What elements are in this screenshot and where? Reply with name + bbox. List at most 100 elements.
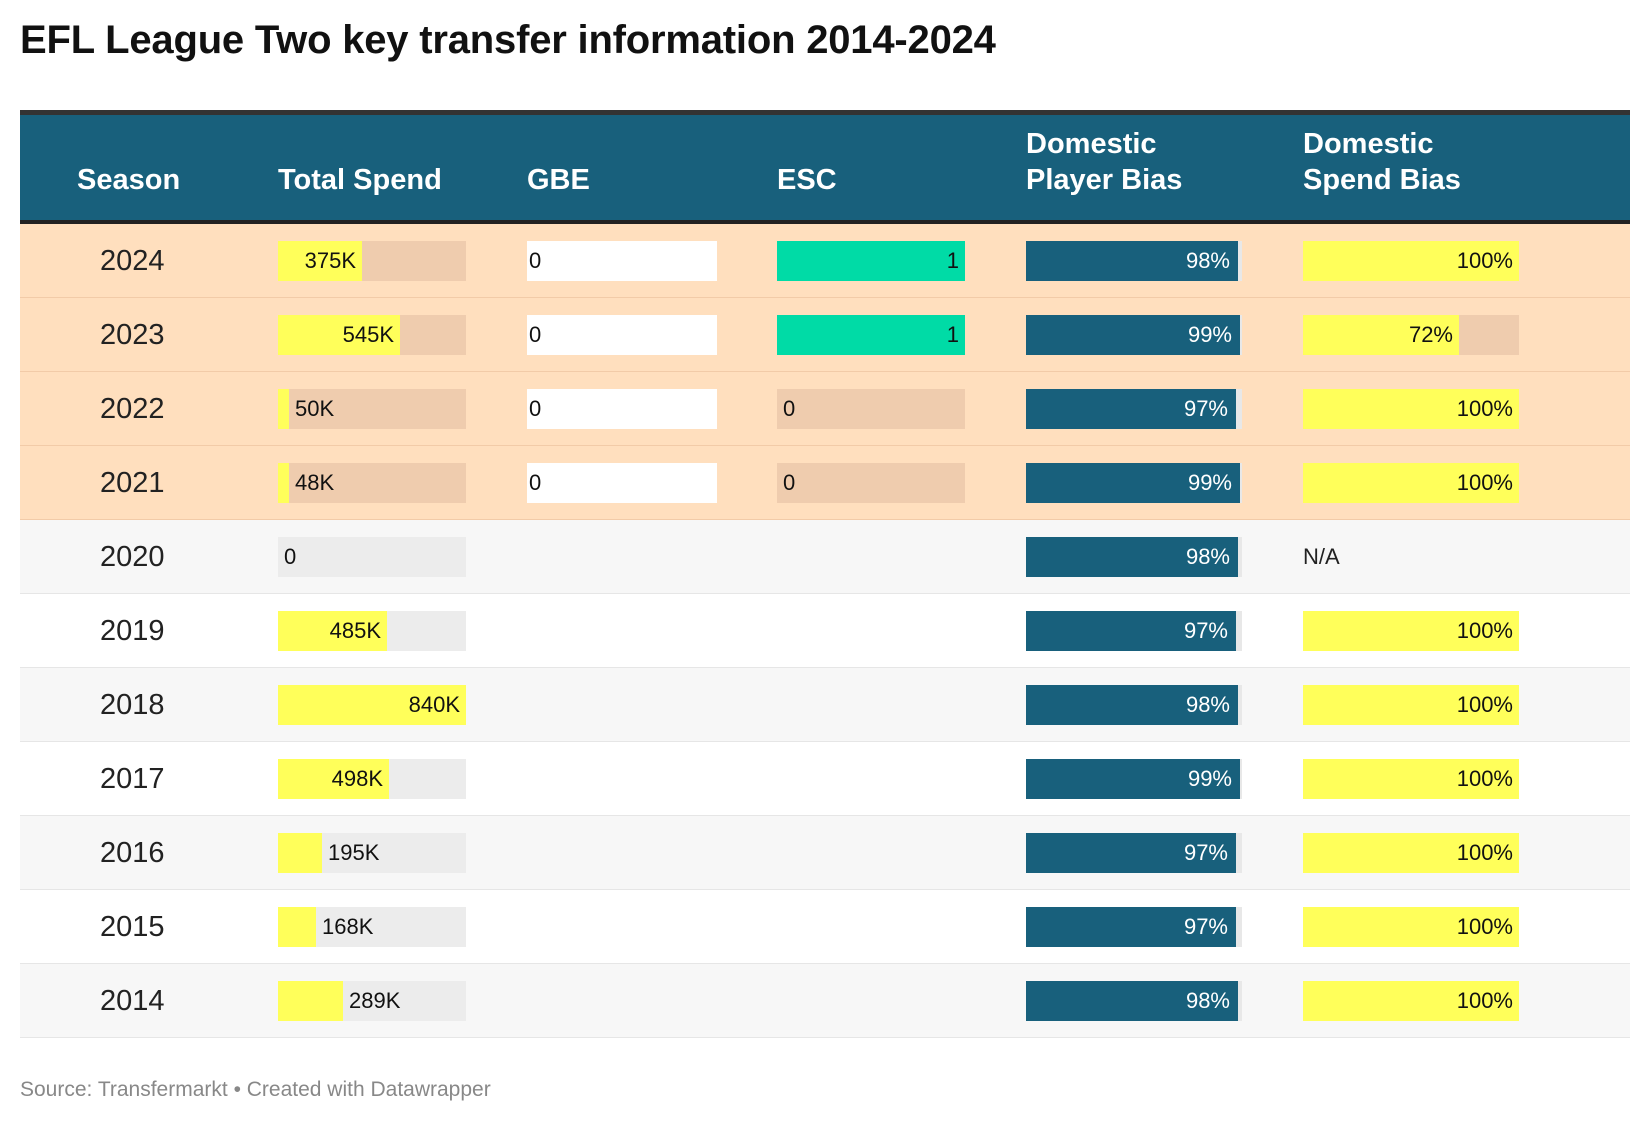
column-header: Season bbox=[77, 164, 181, 196]
spend-bias-cell: 100% bbox=[1303, 389, 1519, 429]
season-cell: 2023 bbox=[100, 319, 165, 351]
spend-bias-label: 72% bbox=[1408, 322, 1453, 347]
spend-bias-cell: 100% bbox=[1303, 759, 1519, 799]
table-row: 2016 195K 97% 100% bbox=[20, 816, 1630, 890]
player-bias-cell: 97% bbox=[1026, 389, 1242, 429]
total-spend-label: 375K bbox=[304, 248, 356, 273]
total-spend-bar bbox=[278, 611, 387, 651]
table-row: 2015 168K 97% 100% bbox=[20, 890, 1630, 964]
total-spend-bar bbox=[278, 315, 400, 355]
total-spend-bar bbox=[278, 463, 289, 503]
player-bias-label: 98% bbox=[1185, 692, 1230, 717]
total-spend-bar bbox=[278, 389, 289, 429]
total-spend-bar bbox=[278, 241, 362, 281]
total-spend-cell: 168K bbox=[278, 907, 466, 947]
table-row: 2017 498K 99% 100% bbox=[20, 742, 1630, 816]
source-note: Source: Transfermarkt • Created with Dat… bbox=[20, 1078, 491, 1101]
season-cell: 2016 bbox=[100, 837, 165, 869]
table-row: 2019 485K 97% 100% bbox=[20, 594, 1630, 668]
gbe-label: 0 bbox=[529, 248, 542, 273]
season-cell: 2017 bbox=[100, 763, 165, 795]
player-bias-cell: 98% bbox=[1026, 537, 1242, 577]
esc-label: 0 bbox=[783, 470, 796, 495]
table-row: 2014 289K 98% 100% bbox=[20, 964, 1630, 1038]
player-bias-cell: 98% bbox=[1026, 685, 1242, 725]
table-row: 2021 48K 0 0 99% 100% bbox=[20, 446, 1630, 520]
spend-bias-na-label: N/A bbox=[1303, 544, 1340, 569]
spend-bias-label: 100% bbox=[1456, 692, 1513, 717]
top-rule bbox=[20, 110, 1630, 115]
total-spend-bar bbox=[278, 833, 322, 873]
total-spend-bar bbox=[278, 981, 343, 1021]
esc-label: 1 bbox=[946, 322, 959, 347]
gbe-label: 0 bbox=[529, 322, 542, 347]
table-header: Season Total Spend GBE ESC Domestic Player B… bbox=[20, 115, 1630, 220]
total-spend-cell: 195K bbox=[278, 833, 466, 873]
gbe-cell: 0 bbox=[527, 315, 717, 355]
total-spend-cell: 50K bbox=[278, 389, 466, 429]
spend-bias-cell: 100% bbox=[1303, 685, 1519, 725]
player-bias-bar bbox=[1026, 389, 1236, 429]
table-body: 2024 375K 0 1 98% 100% 2023 545K 0 1 99% 72% 2022 50K… bbox=[20, 224, 1630, 1038]
player-bias-cell: 97% bbox=[1026, 833, 1242, 873]
total-spend-label: 485K bbox=[329, 618, 381, 643]
spend-bias-label: 100% bbox=[1456, 914, 1513, 939]
spend-bias-cell: 100% bbox=[1303, 833, 1519, 873]
gbe-cell: 0 bbox=[527, 241, 717, 281]
esc-cell: 0 bbox=[777, 463, 965, 503]
total-spend-label: 545K bbox=[342, 322, 394, 347]
player-bias-label: 99% bbox=[1187, 470, 1232, 495]
player-bias-cell: 97% bbox=[1026, 907, 1242, 947]
table-row: 2018 840K 98% 100% bbox=[20, 668, 1630, 742]
total-spend-label: 168K bbox=[322, 914, 374, 939]
player-bias-bar bbox=[1026, 611, 1236, 651]
esc-bar bbox=[777, 241, 965, 281]
spend-bias-bar bbox=[1303, 611, 1519, 651]
spend-bias-bar bbox=[1303, 759, 1519, 799]
total-spend-label: 195K bbox=[328, 840, 380, 865]
total-spend-label: 50K bbox=[295, 396, 335, 421]
player-bias-label: 97% bbox=[1183, 396, 1228, 421]
spend-bias-cell: 100% bbox=[1303, 981, 1519, 1021]
spend-bias-label: 100% bbox=[1456, 988, 1513, 1013]
esc-cell: 0 bbox=[777, 389, 965, 429]
chart-title: EFL League Two key transfer information … bbox=[20, 18, 996, 62]
spend-bias-label: 100% bbox=[1456, 766, 1513, 791]
total-spend-cell: 485K bbox=[278, 611, 466, 651]
table-row: 2023 545K 0 1 99% 72% bbox=[20, 298, 1630, 372]
total-spend-cell: 840K bbox=[278, 685, 466, 725]
gbe-label: 0 bbox=[529, 470, 542, 495]
total-spend-label: 289K bbox=[349, 988, 401, 1013]
total-spend-label: 48K bbox=[295, 470, 335, 495]
total-spend-bar bbox=[278, 685, 466, 725]
gbe-cell: 0 bbox=[527, 389, 717, 429]
gbe-label: 0 bbox=[529, 396, 542, 421]
player-bias-bar bbox=[1026, 759, 1240, 799]
table-row: 2020 0 98% N/A bbox=[20, 520, 1630, 594]
player-bias-bar bbox=[1026, 315, 1240, 355]
header-rule bbox=[20, 220, 1630, 224]
player-bias-bar bbox=[1026, 685, 1238, 725]
season-cell: 2024 bbox=[100, 245, 165, 277]
table-row: 2022 50K 0 0 97% 100% bbox=[20, 372, 1630, 446]
player-bias-bar bbox=[1026, 833, 1236, 873]
total-spend-cell: 289K bbox=[278, 981, 466, 1021]
total-spend-label: 498K bbox=[331, 766, 383, 791]
season-cell: 2015 bbox=[100, 911, 165, 943]
total-spend-bar bbox=[278, 907, 316, 947]
player-bias-cell: 99% bbox=[1026, 463, 1242, 503]
spend-bias-cell: 100% bbox=[1303, 611, 1519, 651]
gbe-cell: 0 bbox=[527, 463, 717, 503]
spend-bias-bar bbox=[1303, 389, 1519, 429]
total-spend-label: 0 bbox=[284, 544, 297, 569]
spend-bias-label: 100% bbox=[1456, 840, 1513, 865]
esc-label: 0 bbox=[783, 396, 796, 421]
spend-bias-cell: 100% bbox=[1303, 907, 1519, 947]
spend-bias-bar bbox=[1303, 463, 1519, 503]
player-bias-label: 99% bbox=[1187, 766, 1232, 791]
player-bias-bar bbox=[1026, 907, 1236, 947]
column-header: Total Spend bbox=[278, 164, 442, 196]
total-spend-cell: 0 bbox=[278, 537, 466, 577]
player-bias-cell: 97% bbox=[1026, 611, 1242, 651]
player-bias-bar bbox=[1026, 241, 1238, 281]
